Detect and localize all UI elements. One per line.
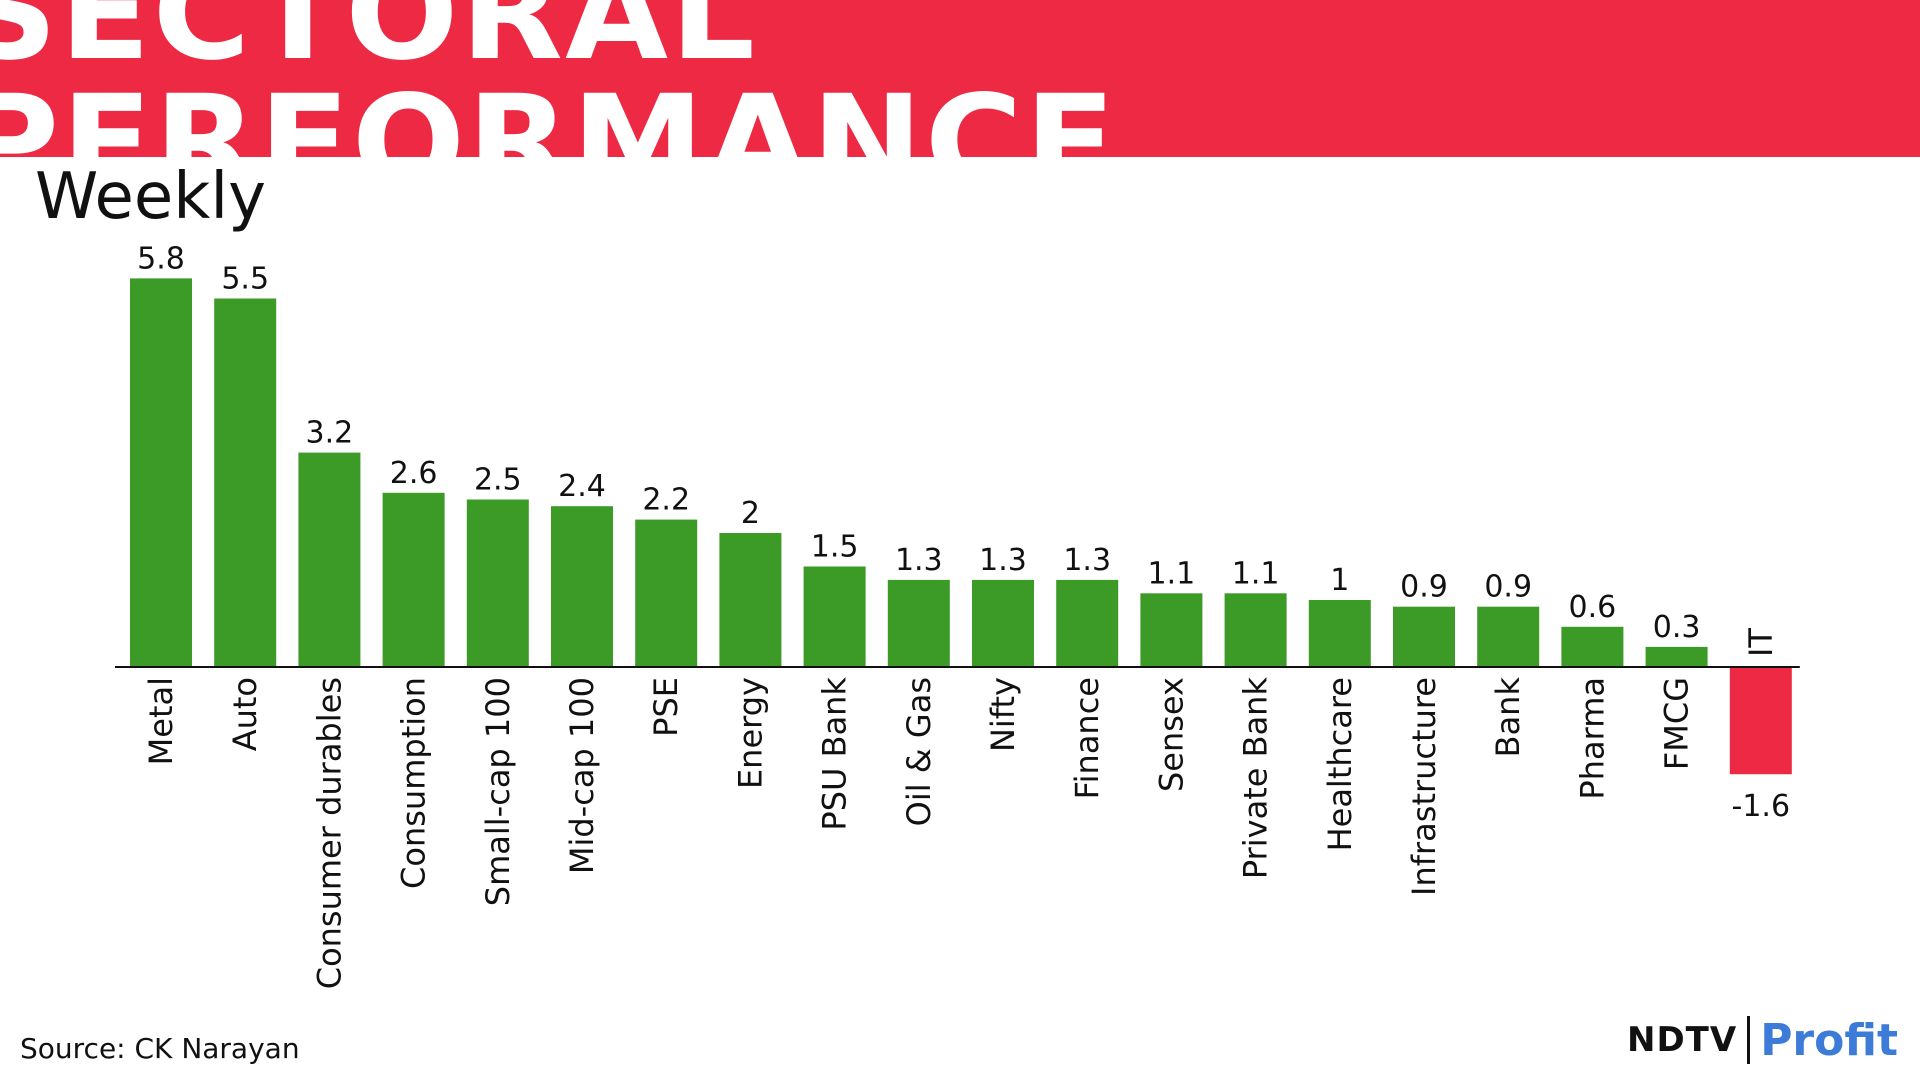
category-label: Mid-cap 100 [563,677,601,874]
category-label: Nifty [984,677,1022,752]
category-label: Oil & Gas [900,677,938,826]
bar [130,278,192,667]
bar [719,533,782,667]
data-label: 1.1 [1148,556,1196,591]
bar [382,492,445,667]
data-label: 0.9 [1484,570,1532,605]
data-label: 2.4 [558,469,606,504]
bar [1056,579,1119,667]
data-label: 1.5 [811,530,859,565]
data-label: 1.3 [979,543,1027,578]
bar [1308,600,1371,667]
category-label: Consumer durables [310,677,348,989]
category-label: Private Bank [1237,677,1275,880]
data-label: -1.6 [1732,789,1791,824]
category-label: Finance [1068,677,1106,799]
data-label: 1.1 [1232,556,1280,591]
bar [1477,606,1540,667]
category-label: Infrastructure [1405,677,1443,896]
category-label: Small-cap 100 [479,677,517,906]
data-label: 1.3 [1063,543,1111,578]
chart-subtitle: Weekly [35,160,266,234]
data-label: 5.8 [137,241,185,276]
bar [972,579,1034,667]
bar [1729,667,1792,775]
data-label: 2.2 [642,483,690,518]
bar [1645,646,1708,667]
data-label: 2.6 [390,456,438,491]
category-label: Bank [1489,677,1527,758]
bar [635,519,698,667]
bar [466,499,529,667]
logo-profit-text: Profit [1760,1014,1899,1066]
category-label: Pharma [1573,677,1611,800]
category-label: Auto [226,677,264,751]
category-label: Sensex [1152,677,1190,792]
bar [298,452,361,667]
bar [803,566,866,667]
bar [551,506,613,667]
bar [887,579,950,667]
data-label: 0.9 [1400,570,1448,605]
logo-divider [1747,1016,1751,1064]
data-label: 1 [1330,563,1349,598]
category-label: PSE [647,677,685,737]
data-label: 2.5 [474,463,522,498]
ndtv-profit-logo: NDTV Profit [1627,1012,1898,1068]
category-label: PSU Bank [816,677,854,831]
data-label: 2 [741,496,760,531]
logo-ndtv-text: NDTV [1627,1020,1738,1060]
bar [1561,626,1624,667]
data-label: 5.5 [221,262,269,297]
data-label: 0.6 [1569,590,1617,625]
bar [1393,606,1455,667]
title-banner: SECTORAL PERFORMANCE [0,0,1920,206]
category-label: Consumption [395,677,433,889]
category-label: IT [1742,628,1780,657]
bar [1140,593,1203,667]
category-label: Healthcare [1321,677,1359,851]
data-label: 1.3 [895,543,943,578]
bar [214,298,277,667]
data-label: 0.3 [1653,610,1701,645]
category-label: Energy [731,677,769,789]
data-label: 3.2 [306,416,354,451]
category-label: Metal [142,677,180,765]
source-note: Source: CK Narayan [20,1032,300,1065]
bar [1224,593,1287,667]
category-label: FMCG [1658,677,1696,770]
chart-title: SECTORAL PERFORMANCE [0,0,1118,217]
